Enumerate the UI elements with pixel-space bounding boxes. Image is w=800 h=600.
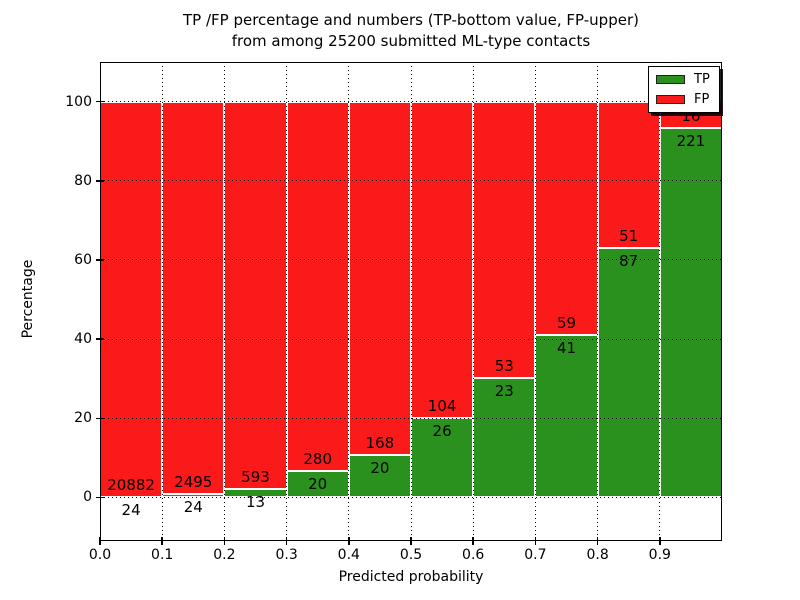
- horizontal-gridline: [100, 338, 722, 340]
- vertical-gridline: [659, 62, 661, 541]
- tp-count-label: 20: [308, 475, 328, 494]
- tp-count-label: 41: [556, 339, 577, 358]
- horizontal-gridline: [100, 496, 722, 498]
- bar-segment-tp: [473, 377, 536, 498]
- chart-title: TP /FP percentage and numbers (TP-bottom…: [100, 10, 722, 52]
- y-tick-label: 60: [74, 251, 92, 268]
- x-tick-label: 0.0: [88, 547, 112, 563]
- bar-segment-fp: [100, 101, 163, 497]
- y-tick-mark: [96, 496, 104, 499]
- x-tick-mark: [534, 537, 537, 545]
- legend-swatch-tp: [656, 75, 685, 84]
- bar-segment-fp: [224, 101, 287, 489]
- x-tick-label: 0.3: [275, 547, 298, 563]
- x-tick-mark: [223, 537, 226, 545]
- vertical-gridline: [348, 62, 350, 541]
- vertical-gridline: [286, 62, 288, 541]
- fp-count-label: 20882: [107, 476, 155, 494]
- fp-count-label: 59: [556, 314, 577, 333]
- bar-segment-fp: [597, 101, 660, 248]
- tp-count-label: 23: [494, 381, 514, 400]
- horizontal-gridline: [100, 101, 722, 103]
- vertical-gridline: [161, 62, 163, 541]
- x-tick-label: 0.1: [151, 547, 174, 563]
- vertical-gridline: [223, 62, 225, 541]
- x-tick-label: 0.2: [213, 547, 236, 563]
- y-tick-mark: [96, 180, 104, 182]
- fp-count-label: 53: [494, 356, 514, 375]
- bar-segment-fp: [535, 101, 598, 336]
- x-tick-mark: [285, 537, 288, 545]
- vertical-gridline: [597, 62, 599, 541]
- fp-count-label: 168: [365, 434, 395, 453]
- tp-count-label: 87: [619, 251, 639, 270]
- plot-area: TP FP 20882 24 2495 24 593 13 280 20 168 20 104 26 53…: [96, 62, 722, 545]
- x-tick-label: 0.5: [399, 547, 423, 563]
- bar-segment-fp: [162, 101, 225, 494]
- legend-swatch-fp: [656, 95, 685, 104]
- x-tick-mark: [348, 537, 350, 545]
- fp-count-label: 2495: [174, 472, 213, 491]
- tp-count-label: 24: [183, 497, 203, 516]
- y-tick-label: 100: [65, 93, 92, 110]
- x-tick-mark: [472, 537, 474, 545]
- x-tick-label: 0.8: [586, 547, 609, 563]
- fp-count-label: 280: [303, 450, 333, 469]
- fp-count-label: 51: [619, 226, 639, 245]
- bar-segment-fp: [286, 101, 349, 472]
- fp-count-label: 104: [427, 397, 457, 416]
- x-tick-label: 0.4: [337, 547, 360, 563]
- legend-entry: FP: [656, 93, 710, 106]
- x-tick-label: 0.7: [524, 547, 547, 563]
- y-tick-label: 20: [74, 410, 92, 427]
- bar-segment-fp: [348, 101, 411, 456]
- tp-count-label: 26: [432, 422, 452, 441]
- vertical-gridline: [410, 62, 412, 541]
- tp-count-label: 20: [370, 459, 390, 478]
- y-axis-label: Percentage: [20, 259, 36, 339]
- legend-entry: TP: [656, 73, 710, 86]
- tp-count-label: 13: [245, 492, 266, 511]
- bar-segment-tp: [348, 455, 411, 498]
- x-tick-mark: [161, 537, 163, 545]
- legend: TP FP: [648, 66, 720, 113]
- y-tick-label: 80: [74, 172, 92, 189]
- bar-segment-tp: [224, 488, 287, 498]
- horizontal-gridline: [100, 180, 722, 182]
- bar-segment-fp: [473, 101, 536, 378]
- y-tick-mark: [96, 417, 104, 420]
- x-tick-mark: [596, 537, 599, 545]
- y-tick-mark: [96, 259, 104, 261]
- legend-label-fp: FP: [694, 92, 710, 107]
- tp-count-label: 221: [676, 132, 706, 151]
- x-tick-label: 0.9: [648, 547, 671, 563]
- x-tick-mark: [99, 537, 101, 545]
- vertical-gridline: [472, 62, 474, 541]
- bar-segment-tp: [411, 418, 474, 498]
- y-tick-mark: [96, 100, 104, 103]
- x-tick-mark: [410, 537, 412, 545]
- legend-label-tp: TP: [694, 72, 710, 87]
- y-tick-label: 40: [74, 331, 92, 348]
- chart-title-line2: from among 25200 submitted ML-type conta…: [231, 32, 591, 50]
- bar-segment-tp: [286, 471, 349, 498]
- horizontal-gridline: [100, 417, 722, 419]
- vertical-gridline: [534, 62, 536, 541]
- bar-segment-tp: [535, 335, 598, 498]
- bar-segment-tp: [659, 128, 722, 498]
- horizontal-gridline: [100, 259, 722, 261]
- x-axis-label: Predicted probability: [338, 569, 484, 585]
- bar-segment-tp: [597, 247, 660, 498]
- x-tick-label: 0.6: [462, 547, 485, 563]
- y-tick-label: 0: [83, 489, 92, 506]
- tp-count-label: 24: [121, 501, 141, 519]
- y-tick-mark: [96, 338, 104, 340]
- chart-title-line1: TP /FP percentage and numbers (TP-bottom…: [183, 11, 639, 29]
- x-tick-mark: [659, 537, 661, 545]
- fp-count-label: 593: [241, 467, 270, 486]
